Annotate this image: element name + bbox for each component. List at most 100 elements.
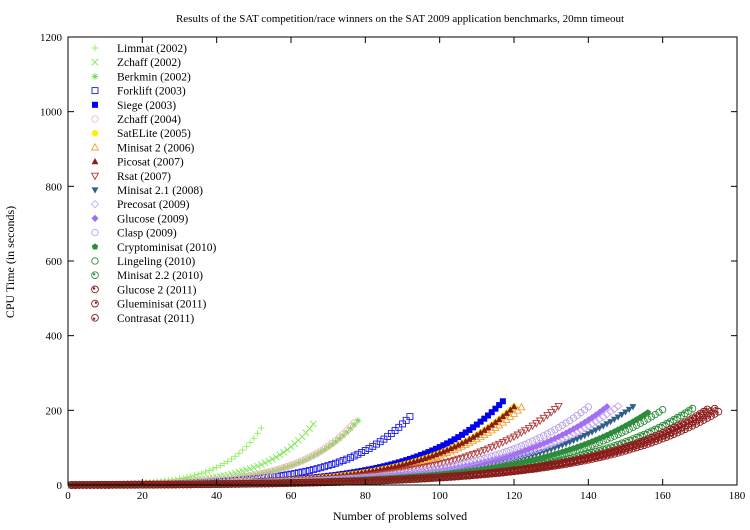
data-point (258, 470, 265, 477)
data-point (535, 417, 545, 426)
data-point (414, 453, 421, 460)
legend-label: Lingeling (2010) (117, 256, 195, 268)
data-point (346, 423, 355, 431)
data-point (265, 468, 272, 476)
data-point (492, 405, 499, 412)
data-point (332, 438, 339, 446)
data-point (476, 448, 485, 457)
y-tick-label: 400 (46, 331, 63, 343)
legend-label: Minisat 2.1 (2008) (117, 185, 203, 197)
data-point (269, 468, 276, 475)
data-point (681, 409, 689, 418)
data-point (250, 472, 258, 479)
data-point (306, 454, 313, 462)
data-point (562, 429, 570, 437)
data-point (232, 474, 239, 482)
data-point (498, 439, 508, 447)
data-point (499, 449, 507, 457)
legend-marker (91, 158, 99, 165)
data-point (309, 466, 317, 474)
x-axis-label: Number of problems solved (333, 509, 467, 523)
data-point (473, 421, 480, 428)
legend-entry: SatELite (2005) (91, 128, 191, 140)
x-tick-label: 160 (654, 490, 671, 502)
data-point (513, 431, 522, 440)
data-point (499, 398, 506, 405)
data-point (506, 446, 514, 454)
data-point (517, 448, 526, 456)
legend-label: Minisat 2 (2006) (117, 142, 194, 154)
data-point (584, 431, 592, 438)
data-point (339, 457, 347, 465)
data-point (554, 402, 563, 411)
data-point (313, 465, 321, 473)
data-point (684, 407, 693, 415)
data-point (306, 467, 314, 474)
legend-marker (91, 228, 99, 237)
data-point (566, 448, 574, 457)
data-point (454, 461, 462, 469)
data-point (287, 462, 295, 469)
legend-label: Berkmin (2002) (117, 71, 191, 83)
data-point (250, 434, 258, 442)
data-point (602, 410, 612, 419)
data-point (254, 462, 262, 470)
data-point (495, 450, 503, 458)
data-point (562, 419, 570, 427)
data-point (469, 457, 477, 466)
data-point (410, 454, 417, 461)
data-point (643, 429, 652, 437)
data-point (276, 466, 284, 473)
data-point (488, 409, 495, 416)
data-point (618, 411, 626, 419)
data-point (465, 452, 474, 460)
legend-label: Zchaff (2004) (117, 114, 181, 126)
x-tick-label: 20 (137, 490, 149, 502)
data-point (451, 436, 458, 443)
data-point (425, 449, 432, 456)
data-point (610, 404, 619, 414)
data-point (283, 446, 291, 454)
data-point (592, 440, 600, 448)
data-point (517, 442, 526, 450)
data-point (302, 455, 310, 463)
data-point (258, 424, 265, 432)
legend-entry: Forklift (2003) (91, 86, 186, 98)
x-tick-label: 40 (211, 490, 223, 502)
data-point (466, 435, 473, 442)
data-point (555, 433, 563, 441)
data-point (547, 428, 555, 436)
data-point (570, 437, 577, 445)
data-point (373, 440, 380, 448)
data-point (354, 417, 362, 424)
data-point (283, 462, 291, 471)
data-point (480, 454, 488, 463)
legend-marker (91, 271, 99, 280)
data-point (528, 437, 537, 445)
legend-marker (92, 101, 98, 108)
data-point (495, 415, 503, 423)
data-point (610, 416, 618, 424)
data-point (577, 434, 585, 441)
x-tick-label: 180 (729, 490, 746, 502)
data-point (439, 459, 448, 468)
data-point (477, 429, 484, 436)
data-point (317, 448, 324, 456)
data-point (324, 462, 332, 470)
data-point (406, 455, 413, 462)
data-point (592, 411, 600, 419)
data-point (284, 463, 291, 471)
data-point (324, 444, 332, 451)
axis-layer: 0 20 40 60 80 100 120 140 160 180 0 200 400 600 800 100… (40, 32, 746, 502)
data-point (458, 431, 465, 438)
data-point (614, 414, 622, 421)
data-point (294, 458, 303, 466)
legend-entry: Precosat (2009) (90, 199, 190, 211)
data-point (554, 451, 563, 460)
data-point (595, 408, 604, 416)
data-point (636, 419, 645, 427)
data-point (551, 426, 559, 434)
data-point (439, 466, 447, 474)
legend-entry: Minisat 2.1 (2008) (91, 185, 203, 197)
